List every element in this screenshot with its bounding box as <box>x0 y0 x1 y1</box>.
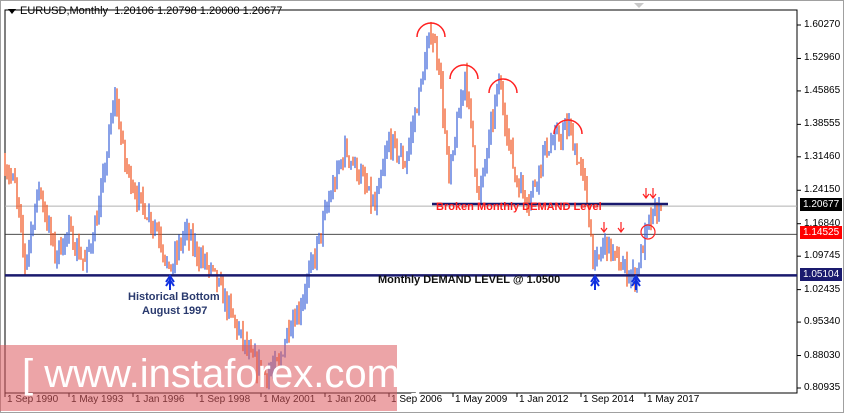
price-tick-label: 1.45865 <box>804 84 841 96</box>
time-tick-label: 1 Jan 2012 <box>519 394 569 405</box>
price-tick-label: 1.52960 <box>804 52 841 64</box>
time-tick-label: 1 Sep 2014 <box>583 394 635 405</box>
price-tick-label: 1.09745 <box>804 250 841 262</box>
breakout-circle-marker <box>640 224 656 240</box>
demand-level-tag: 1.05104 <box>800 268 842 281</box>
watermark-text: [ www.instaforex.com ] <box>22 352 423 396</box>
blue-up-arrow-icon <box>590 274 600 290</box>
broken-level-label: Broken Monthly DEMAND Level <box>436 201 602 213</box>
red-down-arrow-icon <box>617 222 625 233</box>
time-tick-label: 1 May 2017 <box>647 394 700 405</box>
red-down-arrow-icon <box>642 188 650 199</box>
chart-menu-triangle-icon[interactable] <box>8 9 16 14</box>
price-tick-label: 1.02435 <box>804 283 841 295</box>
peak-arc-marker <box>488 78 518 94</box>
red-level-tag: 1.14525 <box>800 226 842 239</box>
red-down-arrow-icon <box>600 222 608 233</box>
time-tick-label: 1 Sep 2006 <box>391 394 443 405</box>
symbol-timeframe: EURUSD,Monthly <box>20 5 109 17</box>
historical-bottom-label-2: August 1997 <box>142 305 208 317</box>
peak-arc-marker <box>553 119 583 135</box>
demand-level-label: Monthly DEMAND LEVEL @ 1.0500 <box>378 274 561 286</box>
blue-up-arrow-icon <box>165 274 175 290</box>
blue-up-arrow-icon <box>631 274 641 290</box>
historical-bottom-label-1: Historical Bottom <box>128 291 220 303</box>
red-down-arrow-icon <box>649 188 657 199</box>
price-tick-label: 0.80935 <box>804 382 841 393</box>
price-tick-label: 0.88030 <box>804 349 841 361</box>
price-tick-label: 1.31460 <box>804 150 841 162</box>
price-tick-label: 1.38555 <box>804 118 841 130</box>
price-tick-label: 1.24150 <box>804 184 841 196</box>
peak-arc-marker <box>416 22 446 38</box>
price-tick-label: 1.16840 <box>804 217 841 229</box>
ohlc-values: 1.20106 1.20798 1.20000 1.20677 <box>114 5 283 17</box>
peak-arc-marker <box>449 64 479 80</box>
chart-shift-marker-icon <box>634 3 644 8</box>
plot-area-border <box>4 9 798 394</box>
watermark-box <box>0 345 397 411</box>
price-tick-label: 1.60270 <box>804 19 841 30</box>
time-tick-label: 1 May 2009 <box>455 394 508 405</box>
current-price-tag: 1.20677 <box>800 198 842 211</box>
price-tick-label: 0.95340 <box>804 316 841 328</box>
